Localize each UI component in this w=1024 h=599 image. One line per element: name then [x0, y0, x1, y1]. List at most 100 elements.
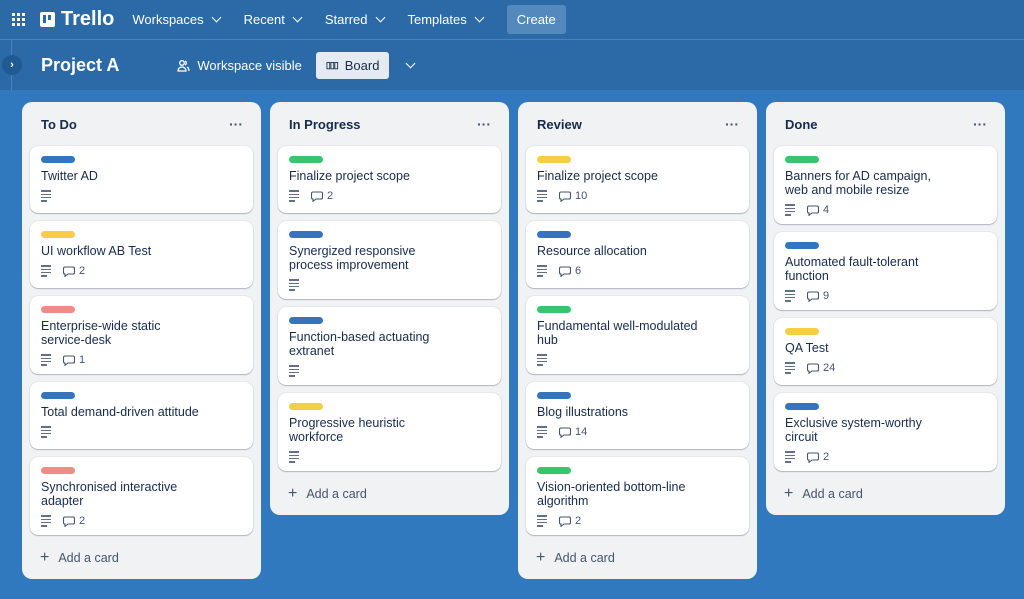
add-card-label: Add a card	[802, 487, 863, 501]
card-badges	[537, 354, 738, 366]
description-icon	[537, 190, 547, 202]
trello-logo[interactable]: Trello	[40, 8, 114, 31]
visibility-button[interactable]: Workspace visible	[177, 58, 302, 73]
card-label-blue[interactable]	[785, 403, 819, 410]
description-icon	[289, 190, 299, 202]
card-label-red[interactable]	[41, 306, 75, 313]
more-options-icon[interactable]: ···	[973, 116, 987, 132]
card-label-green[interactable]	[537, 467, 571, 474]
card[interactable]: Twitter AD	[30, 146, 253, 213]
board-icon: ▯▯▯	[325, 59, 339, 70]
more-options-icon[interactable]: ···	[229, 116, 243, 132]
card[interactable]: Synergized responsive process improvemen…	[278, 221, 501, 299]
chevron-down-icon[interactable]	[406, 58, 416, 68]
add-card-button[interactable]: + Add a card	[278, 479, 501, 503]
expand-sidebar-button[interactable]: ›	[2, 55, 22, 75]
card-title: Function-based actuating extranet	[289, 330, 430, 358]
card[interactable]: Synchronised interactive adapter 2	[30, 457, 253, 535]
card[interactable]: Automated fault-tolerant function 9	[774, 232, 997, 310]
list-review: Review ··· Finalize project scope 10 Reso…	[518, 102, 757, 579]
comments-badge: 2	[311, 190, 333, 202]
comments-badge: 10	[559, 190, 587, 202]
card-title: Finalize project scope	[537, 169, 658, 183]
card-badges: 6	[537, 265, 738, 277]
list-header: Done ···	[774, 102, 997, 146]
card-label-blue[interactable]	[41, 156, 75, 163]
comment-count: 2	[79, 515, 86, 527]
nav-workspaces[interactable]: Workspaces	[132, 12, 222, 27]
nav-label: Templates	[407, 12, 467, 27]
list-done: Done ··· Banners for AD campaign, web and…	[766, 102, 1005, 515]
card-label-red[interactable]	[41, 467, 75, 474]
board-view-label: Board	[344, 57, 380, 73]
card-label-blue[interactable]	[785, 242, 819, 249]
people-icon	[177, 59, 191, 72]
nav-label: Workspaces	[132, 12, 204, 27]
card-title: UI workflow AB Test	[41, 244, 152, 258]
card[interactable]: Finalize project scope 10	[526, 146, 749, 213]
card-badges: 2	[537, 515, 738, 527]
card[interactable]: UI workflow AB Test 2	[30, 221, 253, 288]
card-label-yellow[interactable]	[537, 156, 571, 163]
card-label-blue[interactable]	[537, 392, 571, 399]
card-label-yellow[interactable]	[41, 231, 75, 238]
card[interactable]: Total demand-driven attitude	[30, 382, 253, 449]
add-card-button[interactable]: + Add a card	[30, 543, 253, 567]
add-card-button[interactable]: + Add a card	[774, 479, 997, 503]
card[interactable]: Vision-oriented bottom-line algorithm 2	[526, 457, 749, 535]
card[interactable]: Enterprise-wide static service-desk 1	[30, 296, 253, 374]
card[interactable]: Exclusive system-worthy circuit 2	[774, 393, 997, 471]
board-view-button[interactable]: ▯▯▯ Board	[315, 51, 390, 79]
comment-count: 2	[79, 265, 86, 277]
list-title[interactable]: Done	[785, 116, 818, 132]
card-label-blue[interactable]	[289, 231, 323, 238]
card-badges: 24	[785, 362, 986, 374]
add-card-label: Add a card	[554, 551, 615, 565]
list-title[interactable]: To Do	[41, 116, 77, 132]
create-button[interactable]: Create	[506, 5, 566, 34]
card[interactable]: QA Test 24	[774, 318, 997, 385]
description-icon	[41, 515, 51, 527]
description-icon	[289, 365, 299, 377]
list-title[interactable]: In Progress	[289, 116, 361, 132]
app-switcher-icon[interactable]	[12, 12, 26, 27]
card-badges	[289, 279, 490, 291]
nav-label: Recent	[243, 12, 285, 27]
card-badges: 14	[537, 426, 738, 438]
description-icon	[41, 426, 51, 438]
card[interactable]: Function-based actuating extranet	[278, 307, 501, 385]
card-label-green[interactable]	[289, 156, 323, 163]
card[interactable]: Fundamental well-modulated hub	[526, 296, 749, 374]
more-options-icon[interactable]: ···	[725, 116, 739, 132]
list-title[interactable]: Review	[537, 116, 582, 132]
card-label-blue[interactable]	[289, 317, 323, 324]
card[interactable]: Progressive heuristic workforce	[278, 393, 501, 471]
board-title[interactable]: Project A	[41, 54, 120, 75]
card-label-green[interactable]	[785, 156, 819, 163]
card-label-green[interactable]	[537, 306, 571, 313]
plus-icon: +	[40, 549, 50, 566]
card[interactable]: Finalize project scope 2	[278, 146, 501, 213]
comments-badge: 14	[559, 426, 587, 438]
card-label-yellow[interactable]	[785, 328, 819, 335]
card[interactable]: Banners for AD campaign, web and mobile …	[774, 146, 997, 224]
more-options-icon[interactable]: ···	[477, 116, 491, 132]
nav-starred[interactable]: Starred	[325, 12, 385, 27]
card-badges: 1	[41, 354, 242, 366]
comments-badge: 1	[63, 354, 85, 366]
comment-icon	[63, 265, 75, 277]
card[interactable]: Blog illustrations 14	[526, 382, 749, 449]
card[interactable]: Resource allocation 6	[526, 221, 749, 288]
nav-recent[interactable]: Recent	[243, 12, 303, 27]
card-label-blue[interactable]	[41, 392, 75, 399]
add-card-label: Add a card	[306, 487, 367, 501]
board-header: › Project A Workspace visible ▯▯▯ Board	[0, 40, 1024, 90]
card-label-yellow[interactable]	[289, 403, 323, 410]
visibility-label: Workspace visible	[197, 57, 302, 73]
add-card-button[interactable]: + Add a card	[526, 543, 749, 567]
card-title: Blog illustrations	[537, 405, 629, 419]
card-title: Total demand-driven attitude	[41, 405, 199, 419]
card-label-blue[interactable]	[537, 231, 571, 238]
nav-templates[interactable]: Templates	[407, 12, 485, 27]
card-badges	[41, 190, 242, 202]
